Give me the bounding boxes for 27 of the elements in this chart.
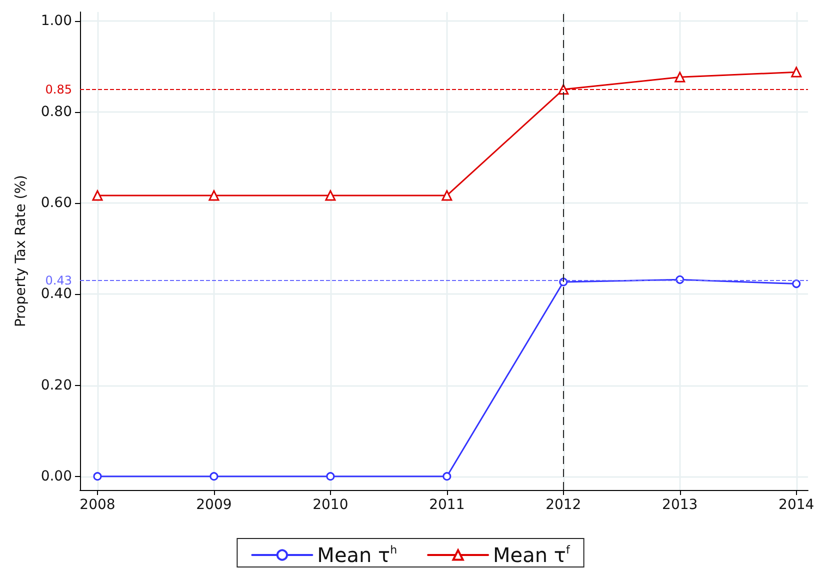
point — [325, 190, 336, 201]
point — [792, 280, 801, 288]
ref-line-label: 0.85 — [45, 82, 72, 96]
x-tick-label: 2011 — [429, 497, 465, 513]
x-tick-label: 2014 — [778, 497, 814, 513]
y-axis-title: Property Tax Rate (%) — [13, 174, 29, 328]
y-tick-label: 0.60 — [40, 195, 72, 212]
x-tick-label: 2009 — [196, 497, 232, 513]
point — [93, 472, 102, 481]
y-tick-label: 1.00 — [40, 13, 72, 30]
point — [674, 72, 686, 82]
point — [326, 472, 335, 481]
point — [210, 472, 218, 481]
x-tick-label: 2013 — [662, 497, 698, 513]
y-tick-label: 0.20 — [40, 377, 72, 394]
y-tick-label: 0.80 — [40, 104, 72, 120]
y-tick-label: 0.00 — [40, 468, 72, 484]
point — [442, 190, 452, 201]
point — [791, 66, 802, 78]
point — [92, 190, 103, 201]
x-tick-label: 2008 — [80, 497, 116, 513]
point — [208, 190, 220, 201]
point — [442, 472, 452, 481]
x-tick-label: 2010 — [312, 497, 348, 513]
ref-line-label: 0.43 — [45, 274, 72, 288]
x-tick-label: 2012 — [546, 497, 582, 513]
y-tick-label: 0.40 — [40, 286, 72, 302]
